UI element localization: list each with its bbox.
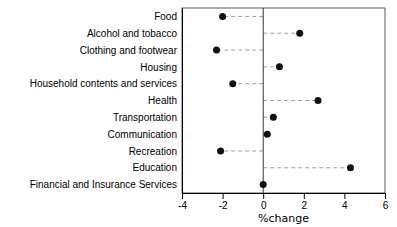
plot: -4 -2 0 2 4 6 Financial and Insurance Services… — [30, 8, 389, 211]
x-axis-title: %change — [258, 212, 309, 225]
dot — [219, 13, 226, 20]
y-tick: Education — [133, 162, 182, 173]
x-tick-mark — [344, 193, 345, 199]
x-tick-mark — [263, 193, 264, 199]
plot-frame — [182, 8, 385, 193]
x-tick-mark — [182, 193, 183, 199]
y-tick: Household contents and services — [30, 78, 182, 89]
y-tick-label: Education — [133, 162, 177, 173]
x-tick: 2 — [302, 193, 308, 211]
x-tick-label: 2 — [302, 200, 308, 211]
dot — [260, 181, 267, 188]
x-tick-mark — [385, 193, 386, 199]
x-tick-label: 0 — [261, 200, 267, 211]
x-tick-label: 6 — [383, 200, 389, 211]
y-tick-label: Household contents and services — [30, 78, 177, 89]
x-axis: -4 -2 0 2 4 6 — [178, 193, 389, 211]
x-tick-label: -2 — [219, 200, 228, 211]
y-tick-label: Clothing and footwear — [80, 45, 178, 56]
y-tick-label: Financial and Insurance Services — [30, 179, 177, 190]
x-tick: 6 — [383, 193, 389, 211]
y-axis-line — [182, 9, 183, 194]
y-axis: Financial and Insurance Services Educatio… — [30, 9, 183, 194]
chart: -4 -2 0 2 4 6 Financial and Insurance Services… — [0, 0, 397, 227]
x-tick-label: 4 — [342, 200, 348, 211]
x-tick-label: -4 — [178, 200, 187, 211]
y-tick: Alcohol and tobacco — [87, 28, 182, 39]
y-tick: Food — [154, 11, 182, 22]
y-tick-label: Food — [154, 11, 177, 22]
x-tick-mark — [304, 193, 305, 199]
y-tick: Recreation — [129, 146, 182, 157]
zero-line — [263, 8, 264, 193]
y-tick-label: Health — [148, 95, 177, 106]
dot — [276, 63, 283, 70]
stem — [263, 100, 318, 101]
dot — [270, 114, 277, 121]
x-tick: -4 — [178, 193, 187, 211]
stem — [263, 33, 300, 34]
marks — [213, 8, 354, 193]
x-tick: 4 — [342, 193, 348, 211]
y-tick: Health — [148, 95, 182, 106]
y-tick-label: Recreation — [129, 146, 177, 157]
y-tick-label: Communication — [108, 129, 177, 140]
dot — [296, 30, 303, 37]
x-tick: -2 — [219, 193, 228, 211]
y-tick: Housing — [140, 62, 182, 73]
dot — [213, 47, 220, 54]
stem — [223, 16, 264, 17]
stem — [233, 83, 263, 84]
dot — [217, 147, 224, 154]
y-tick: Communication — [108, 129, 182, 140]
dot — [315, 97, 322, 104]
dot — [229, 80, 236, 87]
y-tick: Clothing and footwear — [80, 45, 182, 56]
y-tick: Financial and Insurance Services — [30, 179, 182, 190]
x-tick-mark — [223, 193, 224, 199]
stem — [263, 167, 350, 168]
stem — [217, 50, 264, 51]
y-tick-label: Alcohol and tobacco — [87, 28, 178, 39]
x-tick: 0 — [261, 193, 267, 211]
dot — [264, 131, 271, 138]
dot — [347, 164, 354, 171]
y-tick: Transportation — [113, 112, 182, 123]
y-tick-label: Housing — [140, 62, 177, 73]
y-tick-label: Transportation — [113, 112, 177, 123]
stem — [221, 150, 264, 151]
x-axis-line — [183, 194, 386, 200]
